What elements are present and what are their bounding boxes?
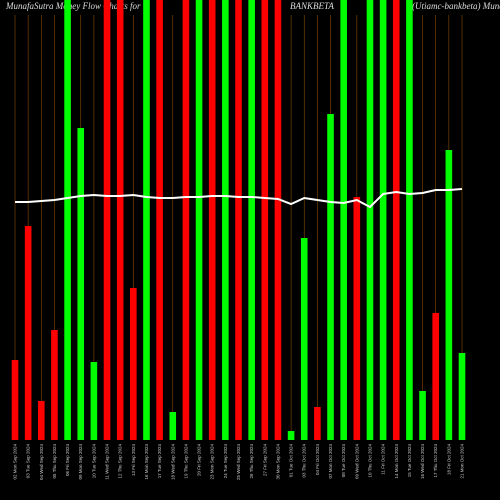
x-tick-label: 09 Wed Oct 2024 bbox=[354, 444, 359, 479]
x-tick-label: 19 Thu Sep 2024 bbox=[183, 444, 188, 479]
x-tick-label: 07 Mon Oct 2024 bbox=[328, 444, 333, 479]
x-tick-label: 12 Thu Sep 2024 bbox=[118, 444, 123, 479]
x-tick-label: 26 Thu Sep 2024 bbox=[249, 444, 254, 479]
chart-title-right: (Utiamc-bankbeta) MunafaSutra.com bbox=[412, 1, 500, 11]
bar bbox=[379, 0, 387, 440]
bar bbox=[406, 0, 413, 440]
x-tick-label: 14 Mon Oct 2024 bbox=[394, 444, 399, 479]
bar bbox=[261, 0, 269, 440]
bar bbox=[287, 431, 295, 440]
bar bbox=[314, 407, 321, 440]
x-tick-label: 17 Tue Sep 2024 bbox=[157, 444, 162, 479]
bar bbox=[208, 0, 216, 440]
money-flow-line bbox=[15, 188, 463, 209]
bar bbox=[182, 0, 190, 440]
bar bbox=[11, 360, 19, 440]
bar bbox=[77, 128, 85, 440]
bar bbox=[300, 238, 308, 440]
bar bbox=[445, 150, 453, 440]
bar bbox=[419, 391, 426, 440]
bar bbox=[392, 0, 400, 440]
bar bbox=[327, 114, 334, 440]
chart-title: BANKBETA bbox=[290, 1, 334, 11]
bar bbox=[366, 0, 374, 440]
x-tick-label: 11 Wed Sep 2024 bbox=[105, 444, 110, 480]
x-tick-label: 01 Tue Oct 2024 bbox=[289, 444, 294, 478]
x-tick-label: 02 Mon Sep 2024 bbox=[13, 444, 18, 480]
bar bbox=[143, 0, 150, 440]
x-tick-label: 18 Wed Sep 2024 bbox=[170, 444, 175, 480]
bar bbox=[274, 0, 282, 440]
x-tick-label: 04 Wed Sep 2024 bbox=[39, 444, 44, 480]
x-tick-label: 27 Fri Sep 2024 bbox=[262, 444, 267, 477]
bar bbox=[156, 0, 163, 440]
bar bbox=[51, 330, 58, 440]
bar bbox=[353, 197, 361, 440]
x-tick-label: 11 Fri Oct 2024 bbox=[381, 444, 386, 475]
x-tick-label: 30 Mon Sep 2024 bbox=[275, 444, 280, 480]
bar bbox=[37, 401, 45, 440]
bar bbox=[195, 0, 203, 440]
x-tick-label: 16 Mon Sep 2024 bbox=[144, 444, 149, 480]
bar bbox=[248, 0, 255, 440]
x-tick-label: 16 Wed Oct 2024 bbox=[420, 444, 425, 479]
bar bbox=[432, 313, 440, 440]
x-tick-label: 10 Thu Oct 2024 bbox=[367, 444, 372, 478]
bar bbox=[222, 0, 229, 440]
x-tick-label: 09 Mon Sep 2024 bbox=[78, 444, 83, 480]
chart-title-left: MunafaSutra Money Flow Charts for bbox=[5, 1, 141, 11]
bar bbox=[235, 0, 242, 440]
x-tick-label: 23 Mon Sep 2024 bbox=[210, 444, 215, 480]
x-tick-label: 10 Tue Sep 2024 bbox=[91, 444, 96, 479]
x-tick-label: 15 Tue Oct 2024 bbox=[407, 444, 412, 478]
bar bbox=[116, 0, 124, 440]
x-tick-label: 03 Tue Sep 2024 bbox=[26, 444, 31, 479]
bar bbox=[24, 226, 32, 440]
bar bbox=[340, 0, 347, 440]
x-tick-label: 17 Thu Oct 2024 bbox=[433, 444, 438, 478]
x-tick-label: 13 Fri Sep 2024 bbox=[131, 444, 136, 477]
bar bbox=[130, 288, 137, 440]
bar bbox=[103, 0, 111, 440]
bar bbox=[90, 362, 98, 440]
x-tick-label: 18 Fri Oct 2024 bbox=[446, 444, 451, 476]
x-tick-label: 05 Thu Sep 2024 bbox=[52, 444, 57, 479]
x-tick-label: 04 Fri Oct 2024 bbox=[315, 444, 320, 476]
x-tick-label: 08 Tue Oct 2024 bbox=[341, 444, 346, 478]
bar bbox=[458, 353, 466, 440]
x-tick-label: 25 Wed Sep 2024 bbox=[236, 444, 241, 480]
x-tick-label: 21 Mon Oct 2024 bbox=[460, 444, 465, 479]
x-tick-label: 03 Thu Oct 2024 bbox=[302, 444, 307, 478]
x-tick-label: 24 Tue Sep 2024 bbox=[223, 444, 228, 479]
x-tick-label: 06 Fri Sep 2024 bbox=[65, 444, 70, 477]
bar bbox=[64, 0, 71, 440]
x-tick-label: 20 Fri Sep 2024 bbox=[197, 444, 202, 477]
bar bbox=[169, 412, 177, 440]
